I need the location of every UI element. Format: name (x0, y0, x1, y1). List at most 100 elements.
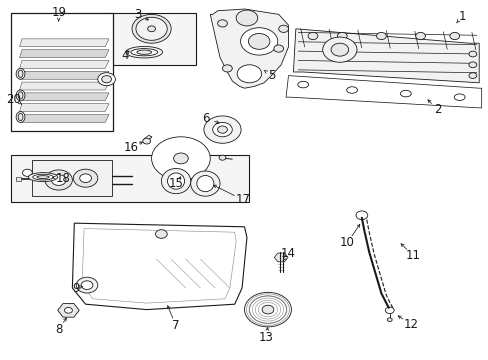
Text: 5: 5 (267, 69, 275, 82)
Polygon shape (20, 114, 109, 122)
Polygon shape (72, 223, 246, 310)
Circle shape (355, 211, 367, 220)
Circle shape (98, 73, 115, 86)
Ellipse shape (196, 176, 214, 192)
Circle shape (102, 76, 111, 83)
Circle shape (142, 138, 150, 144)
Ellipse shape (16, 112, 25, 122)
Circle shape (51, 175, 66, 185)
Circle shape (22, 169, 32, 176)
Ellipse shape (161, 168, 190, 194)
Ellipse shape (453, 94, 464, 100)
Text: 9: 9 (72, 282, 80, 294)
Polygon shape (20, 93, 109, 101)
Polygon shape (20, 104, 109, 112)
Circle shape (222, 65, 232, 72)
Ellipse shape (297, 81, 308, 88)
Text: 16: 16 (123, 141, 138, 154)
Polygon shape (58, 303, 79, 317)
Polygon shape (20, 71, 109, 79)
Polygon shape (11, 155, 249, 202)
Ellipse shape (18, 113, 23, 121)
Polygon shape (20, 50, 109, 58)
Circle shape (45, 170, 72, 190)
Ellipse shape (190, 171, 220, 196)
Circle shape (236, 10, 257, 26)
Text: 8: 8 (55, 323, 62, 336)
Circle shape (385, 307, 393, 314)
Circle shape (240, 28, 277, 55)
Ellipse shape (16, 90, 25, 101)
Text: 18: 18 (56, 172, 71, 185)
Circle shape (322, 37, 356, 62)
Text: 17: 17 (235, 193, 250, 206)
Circle shape (136, 17, 167, 40)
Polygon shape (293, 29, 478, 83)
Text: 1: 1 (457, 10, 465, 23)
Bar (11, 13, 113, 131)
Polygon shape (285, 76, 481, 108)
Polygon shape (20, 60, 109, 68)
Ellipse shape (16, 68, 25, 79)
Text: 15: 15 (168, 177, 183, 190)
Polygon shape (16, 177, 20, 181)
Ellipse shape (400, 90, 410, 97)
Circle shape (76, 277, 98, 293)
Text: 7: 7 (172, 319, 180, 332)
Circle shape (330, 43, 348, 56)
Text: 13: 13 (259, 331, 273, 344)
Circle shape (147, 26, 155, 32)
Circle shape (132, 14, 171, 43)
Text: 11: 11 (405, 249, 420, 262)
Circle shape (248, 33, 269, 49)
Circle shape (468, 73, 476, 78)
Polygon shape (20, 39, 109, 47)
Circle shape (449, 32, 459, 40)
Circle shape (64, 307, 72, 313)
Circle shape (155, 230, 167, 238)
Circle shape (278, 25, 288, 32)
Circle shape (244, 292, 291, 327)
Polygon shape (274, 253, 287, 262)
Text: 20: 20 (6, 93, 21, 105)
Ellipse shape (18, 70, 23, 77)
Ellipse shape (167, 173, 184, 189)
Text: 14: 14 (281, 247, 295, 260)
Circle shape (73, 169, 98, 187)
Ellipse shape (130, 49, 157, 56)
Ellipse shape (18, 92, 23, 99)
Polygon shape (20, 82, 109, 90)
Polygon shape (32, 160, 112, 196)
Ellipse shape (137, 50, 151, 54)
Polygon shape (210, 9, 288, 88)
Circle shape (468, 62, 476, 68)
Circle shape (337, 32, 346, 40)
Ellipse shape (33, 174, 53, 180)
Ellipse shape (346, 87, 357, 93)
Circle shape (81, 281, 93, 289)
Text: 4: 4 (121, 49, 128, 62)
Ellipse shape (37, 176, 49, 179)
Polygon shape (144, 135, 151, 141)
Circle shape (80, 174, 91, 183)
Circle shape (249, 296, 286, 323)
Circle shape (217, 20, 227, 27)
Circle shape (237, 65, 261, 83)
Circle shape (203, 116, 241, 143)
Circle shape (173, 153, 188, 164)
Text: 2: 2 (433, 103, 441, 116)
Circle shape (212, 122, 232, 137)
Circle shape (307, 32, 317, 40)
Text: 6: 6 (201, 112, 209, 125)
Circle shape (415, 32, 425, 40)
Circle shape (273, 45, 283, 52)
Circle shape (386, 318, 391, 321)
Circle shape (151, 137, 210, 180)
Circle shape (217, 126, 227, 133)
Text: 3: 3 (134, 8, 142, 21)
Ellipse shape (28, 173, 58, 182)
Circle shape (219, 155, 225, 160)
Text: 12: 12 (403, 318, 417, 330)
Text: 19: 19 (51, 6, 66, 19)
Circle shape (468, 51, 476, 57)
